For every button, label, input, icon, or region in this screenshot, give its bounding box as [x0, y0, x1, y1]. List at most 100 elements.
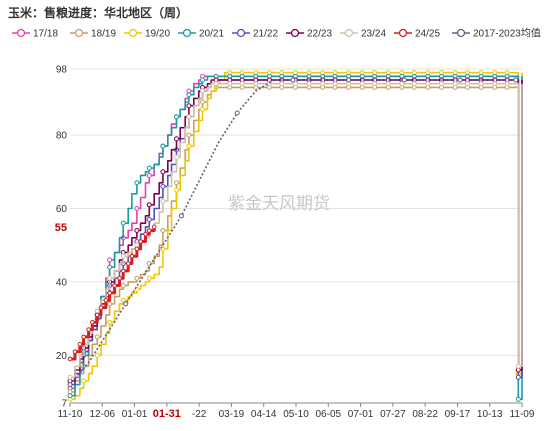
legend-item[interactable]: 17/18	[12, 29, 58, 40]
legend-item[interactable]: 21/22	[232, 29, 278, 40]
data-point	[67, 393, 73, 399]
data-point	[504, 81, 510, 87]
y-tick-label: 80	[56, 131, 68, 142]
data-point	[107, 319, 113, 325]
data-point	[107, 264, 113, 270]
data-point	[160, 143, 166, 149]
data-point	[134, 275, 140, 281]
x-tick-label: 11-09	[510, 409, 535, 420]
legend-label: 17/18	[33, 29, 58, 40]
legend-label: 2017-2023均值	[473, 27, 541, 40]
data-point	[120, 253, 126, 259]
data-point	[173, 180, 179, 186]
legend-item[interactable]: 23/24	[340, 29, 386, 40]
data-point	[411, 81, 417, 87]
data-point	[178, 213, 184, 219]
data-point	[67, 382, 73, 388]
axes: 7 20 40 60 80 98 55 11-10 12-06 01-01 01-31 -22 03-1…	[55, 65, 535, 421]
data-point	[67, 356, 73, 362]
data-point	[515, 363, 521, 369]
series	[67, 81, 523, 380]
data-point	[200, 77, 206, 83]
data-point	[81, 378, 87, 384]
series	[67, 224, 157, 362]
legend-swatch-marker	[236, 28, 246, 38]
data-point	[359, 81, 365, 87]
x-tick-label: 08-22	[412, 409, 438, 420]
legend-label: 24/25	[415, 29, 440, 40]
x-tick-label: 12-06	[89, 409, 115, 420]
series	[67, 77, 523, 384]
data-point	[515, 396, 521, 402]
data-point	[94, 334, 100, 340]
data-point	[123, 301, 129, 307]
data-point	[146, 216, 152, 222]
data-point	[292, 81, 298, 87]
x-tick-label: 09-17	[445, 409, 471, 420]
series	[67, 77, 519, 388]
data-point	[120, 297, 126, 303]
x-tick-label: 01-01	[122, 409, 148, 420]
data-point	[401, 77, 407, 83]
data-point	[186, 132, 192, 138]
chart-title: 玉米：售粮进度：华北地区（周）	[8, 5, 188, 20]
y-tick-label: 20	[56, 351, 68, 362]
legend-label: 22/23	[307, 29, 332, 40]
legend-label: 23/24	[361, 29, 386, 40]
legend-item[interactable]: 18/19	[70, 29, 116, 40]
data-point	[94, 352, 100, 358]
data-point	[160, 198, 166, 204]
data-point	[129, 253, 135, 259]
data-point	[457, 77, 463, 83]
legend-swatch-marker	[128, 28, 138, 38]
series-line	[70, 226, 156, 361]
data-point	[173, 187, 179, 193]
data-point	[425, 81, 431, 87]
legend-swatch-marker	[16, 28, 26, 38]
data-point	[89, 319, 95, 325]
data-point	[227, 81, 233, 87]
data-point	[143, 231, 148, 237]
legend: 17/18 18/19 19/20 20/21 21/22 22/23 23/24 24/25…	[12, 27, 541, 40]
data-point	[72, 349, 78, 354]
data-point	[117, 275, 122, 281]
data-point	[200, 99, 206, 105]
data-point	[146, 228, 152, 233]
y-tick-label: 7	[61, 399, 67, 410]
data-point	[134, 227, 140, 233]
data-point	[492, 81, 498, 87]
watermark: 紫金天风期货	[228, 194, 330, 214]
legend-swatch-marker	[290, 28, 300, 38]
legend-swatch-marker	[456, 28, 466, 38]
data-point	[306, 81, 312, 87]
data-point	[160, 169, 166, 175]
data-point	[173, 114, 179, 120]
series-line	[70, 75, 523, 401]
legend-label: 19/20	[145, 29, 170, 40]
data-point	[186, 103, 192, 109]
data-point	[107, 290, 112, 296]
y-highlight-label: 55	[55, 222, 67, 234]
data-point	[186, 92, 192, 98]
legend-swatch-marker	[182, 28, 192, 38]
legend-item[interactable]: 19/20	[124, 29, 170, 40]
x-tick-label: 04-14	[251, 409, 277, 420]
data-point	[120, 283, 126, 289]
data-point	[107, 257, 113, 263]
x-tick-label: 01-31	[153, 408, 181, 420]
legend-label: 21/22	[253, 29, 278, 40]
legend-item[interactable]: 2017-2023均值	[452, 27, 541, 40]
y-tick-label: 40	[56, 277, 68, 288]
data-point	[253, 81, 259, 87]
data-point	[134, 180, 140, 186]
data-point	[146, 275, 152, 281]
legend-item[interactable]: 24/25	[394, 29, 440, 40]
data-point	[213, 81, 219, 87]
plot-area	[67, 70, 523, 402]
data-point	[151, 224, 157, 230]
legend-item[interactable]: 20/21	[178, 29, 224, 40]
data-point	[372, 81, 378, 87]
legend-item[interactable]: 22/23	[286, 29, 332, 40]
data-point	[146, 172, 152, 178]
